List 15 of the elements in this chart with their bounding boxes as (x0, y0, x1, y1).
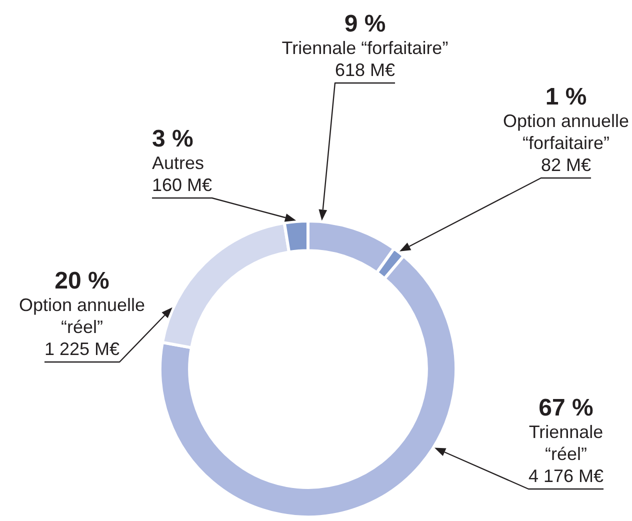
text: 67 % (538, 394, 594, 422)
slice-label: Autres (152, 152, 204, 173)
text: 1 % (545, 84, 587, 111)
data-label: 1 225 M€ (44, 338, 120, 359)
text: 3 % (152, 126, 194, 153)
text: 20 % (54, 268, 110, 295)
data-label: 160 M€ (152, 174, 212, 195)
slice-label: Option annuelle “forfaitaire” (502, 110, 630, 153)
data-label: 82 M€ (540, 154, 592, 175)
slice-label: Triennale “réel” (528, 422, 604, 464)
slice-label: Option annuelle “réel” (18, 294, 146, 337)
data-label: 4 176 M€ (528, 466, 604, 486)
text: 9 % (344, 10, 386, 38)
data-label: 618 M€ (334, 60, 396, 80)
slice-label: Triennale “forfaitaire” (282, 38, 448, 58)
